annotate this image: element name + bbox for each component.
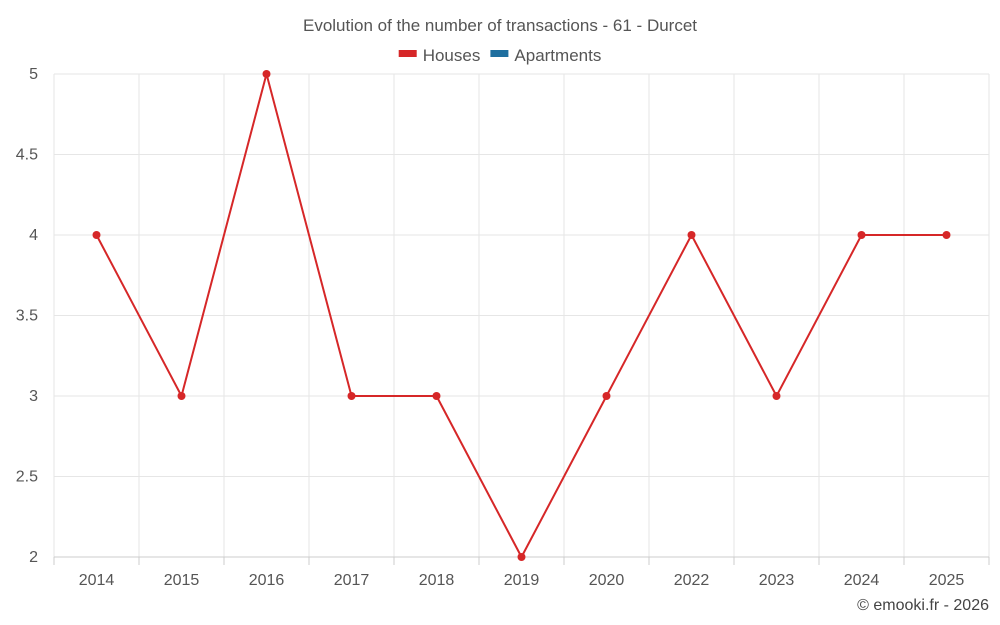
data-point[interactable] — [347, 392, 356, 400]
gridlines — [53, 73, 990, 557]
data-point[interactable] — [942, 231, 951, 239]
y-tick-label: 3.5 — [16, 308, 38, 325]
x-tick-label: 2016 — [249, 572, 285, 589]
x-tick-label: 2023 — [759, 572, 795, 589]
axes: 2 2.5 3 3.5 4 4.5 5 2014 2015 2016 2017 2018 2019 202… — [16, 66, 990, 589]
credit-text: © emooki.fr - 2026 — [857, 597, 989, 614]
y-tick-label: 4 — [29, 227, 38, 244]
x-tick-label: 2015 — [164, 572, 200, 589]
x-tick-label: 2025 — [929, 572, 965, 589]
y-tick-label: 2.5 — [16, 469, 38, 486]
x-tick-label: 2014 — [79, 572, 115, 589]
y-tick-label: 4.5 — [16, 147, 38, 164]
x-tick-label: 2017 — [334, 572, 370, 589]
legend[interactable]: Houses Apartments — [398, 46, 602, 65]
x-tick-label: 2024 — [844, 572, 880, 589]
chart-title: Evolution of the number of transactions … — [303, 16, 697, 35]
legend-swatch — [490, 50, 509, 57]
data-point[interactable] — [517, 553, 526, 561]
legend-label: Apartments — [514, 46, 601, 65]
legend-label: Houses — [423, 46, 481, 65]
data-point[interactable] — [177, 392, 186, 400]
data-point[interactable] — [432, 392, 441, 400]
data-point[interactable] — [857, 231, 866, 239]
x-tick-label: 2022 — [674, 572, 710, 589]
legend-item-houses[interactable]: Houses — [398, 46, 481, 65]
data-point[interactable] — [687, 231, 696, 239]
data-point[interactable] — [262, 70, 271, 78]
series-layer — [92, 70, 951, 561]
x-tick-label: 2018 — [419, 572, 455, 589]
x-tick-label: 2019 — [504, 572, 540, 589]
legend-swatch — [398, 50, 417, 57]
data-point[interactable] — [772, 392, 781, 400]
y-tick-label: 3 — [29, 388, 38, 405]
y-tick-label: 5 — [29, 66, 38, 83]
y-tick-label: 2 — [29, 549, 38, 566]
legend-item-apartments[interactable]: Apartments — [490, 46, 601, 65]
x-tick-label: 2020 — [589, 572, 625, 589]
data-point[interactable] — [92, 231, 101, 239]
data-point[interactable] — [602, 392, 611, 400]
